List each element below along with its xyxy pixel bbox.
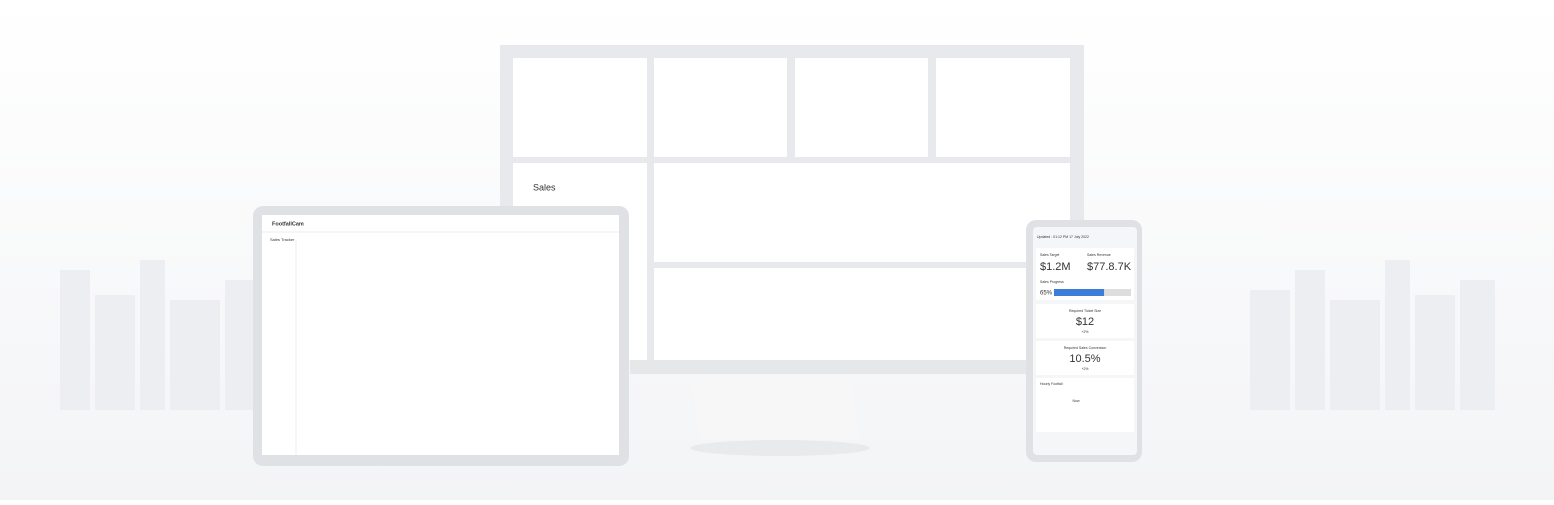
monitor-stand bbox=[630, 360, 1040, 456]
chart-card bbox=[654, 268, 1070, 360]
card bbox=[1036, 378, 1134, 432]
value: 65% bbox=[1040, 291, 1053, 297]
label: Sales Target bbox=[1040, 253, 1059, 257]
kpi-card bbox=[795, 58, 928, 157]
card bbox=[1036, 304, 1134, 338]
value: $77.8.7K bbox=[1087, 261, 1132, 273]
page-title: Sales Tracker bbox=[270, 237, 295, 242]
tablet: FootfallCam Sales Tracker bbox=[253, 206, 629, 466]
sales-title: Sales bbox=[533, 182, 556, 192]
value: $1.2M bbox=[1040, 261, 1071, 273]
value: 10.5% bbox=[1069, 353, 1100, 365]
monitor: Sales bbox=[500, 45, 1084, 360]
brand: FootfallCam bbox=[272, 221, 304, 227]
change: +2% bbox=[1081, 367, 1088, 371]
label: Sales Progress bbox=[1040, 280, 1064, 284]
label: Required Ticket Size bbox=[1069, 309, 1101, 313]
updated: Updated : 01:12 PM 17 July 2022 bbox=[1037, 235, 1089, 239]
kpi-card bbox=[936, 58, 1070, 157]
label: Required Sales Conversion bbox=[1064, 346, 1107, 350]
change: +2% bbox=[1081, 330, 1088, 334]
label: Sales Revenue bbox=[1087, 253, 1111, 257]
value: $12 bbox=[1076, 316, 1094, 328]
kpi-card bbox=[513, 58, 647, 157]
chart-card bbox=[654, 163, 1070, 262]
kpi-card bbox=[654, 58, 787, 157]
card bbox=[1036, 341, 1134, 375]
skyline bbox=[60, 260, 1495, 410]
progress-bar bbox=[1054, 289, 1105, 296]
marker-label: Now bbox=[1072, 399, 1079, 403]
label: Hourly Footfall bbox=[1040, 382, 1063, 386]
phone: Updated : 01:12 PM 17 July 2022 Sales Ta… bbox=[1026, 220, 1142, 462]
tablet-screen bbox=[262, 215, 619, 455]
